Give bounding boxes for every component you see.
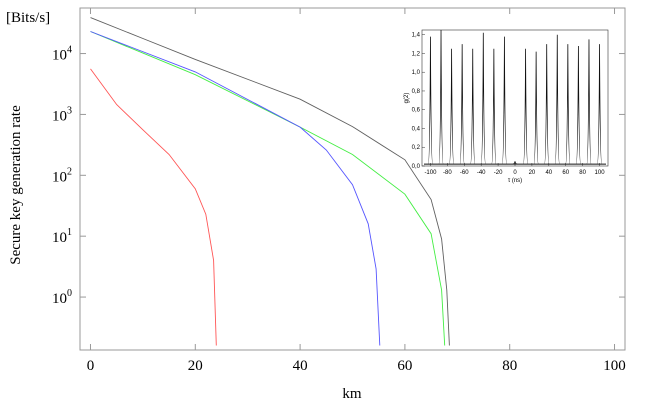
y-tick-label: 10 xyxy=(52,169,67,185)
inset-peak xyxy=(459,44,465,165)
inset-peak xyxy=(438,29,444,165)
inset-x-tick-label: 60 xyxy=(562,170,569,176)
x-tick-label: 80 xyxy=(502,358,517,374)
series-line xyxy=(90,17,450,346)
y-tick-exponent: 1 xyxy=(67,227,72,238)
inset-peak xyxy=(586,39,592,165)
plot-frame xyxy=(79,7,626,351)
y-tick-label: 10 xyxy=(52,108,67,124)
inset-y-tick-label: 0,8 xyxy=(412,89,421,95)
inset-y-tick-label: 1,0 xyxy=(412,70,421,76)
inset-x-tick-label: -100 xyxy=(424,170,437,176)
inset-x-tick-label: 80 xyxy=(579,170,586,176)
y-tick-label: 10 xyxy=(52,230,67,246)
inset-x-tick-label: 40 xyxy=(545,170,552,176)
y-tick-exponent: 2 xyxy=(67,166,72,177)
inset-peak xyxy=(544,44,550,165)
inset-y-tick-label: 0,4 xyxy=(412,126,421,132)
x-tick-label: 0 xyxy=(87,358,95,374)
inset-peak xyxy=(596,44,603,165)
inset-y-tick-label: 1,2 xyxy=(412,51,421,57)
inset-y-label: g(2) xyxy=(404,93,410,104)
series-line xyxy=(90,31,446,346)
y-tick-label: 10 xyxy=(52,48,67,64)
inset-peak xyxy=(480,32,486,165)
inset-peak xyxy=(448,48,455,165)
series-line xyxy=(90,68,217,346)
inset-y-tick-label: 0,2 xyxy=(412,145,421,151)
x-tick-label: 40 xyxy=(293,358,308,374)
y-tick-exponent: 0 xyxy=(67,288,72,299)
inset-x-tick-label: -40 xyxy=(477,170,486,176)
inset-x-tick-label: 100 xyxy=(595,170,606,176)
inset-x-tick-label: -60 xyxy=(460,170,469,176)
inset-x-label: τ (ns) xyxy=(508,178,522,184)
inset-y-tick-label: 0,6 xyxy=(412,108,421,114)
inset-x-tick-label: 20 xyxy=(529,170,536,176)
inset-peak xyxy=(512,161,518,165)
inset-x-tick-label: 0 xyxy=(513,170,517,176)
inset-peak xyxy=(554,34,560,165)
y-tick-exponent: 3 xyxy=(67,105,72,116)
inset-y-tick-label: 1,4 xyxy=(412,33,421,39)
x-tick-label: 60 xyxy=(397,358,412,374)
y-axis-label: Secure key generation rate xyxy=(8,105,24,265)
inset-peak xyxy=(522,48,529,165)
inset-x-tick-label: -80 xyxy=(443,170,452,176)
inset-peak xyxy=(491,48,497,165)
inset-x-tick-label: -20 xyxy=(494,170,503,176)
inset-peak xyxy=(470,48,476,165)
inset-peak xyxy=(575,45,582,165)
y-tick-label: 10 xyxy=(52,291,67,307)
inset-peak xyxy=(427,36,434,165)
inset-y-tick-label: 0,0 xyxy=(412,164,421,170)
inset-background xyxy=(408,24,614,172)
y-unit: [Bits/s] xyxy=(6,10,50,26)
x-tick-label: 100 xyxy=(603,358,626,374)
inset-peak xyxy=(501,36,508,165)
inset-peak xyxy=(565,44,571,165)
series-line xyxy=(90,31,381,346)
x-axis-label: km xyxy=(342,386,362,402)
y-tick-exponent: 4 xyxy=(67,45,72,56)
inset-peak xyxy=(533,51,539,165)
x-tick-label: 20 xyxy=(188,358,203,374)
